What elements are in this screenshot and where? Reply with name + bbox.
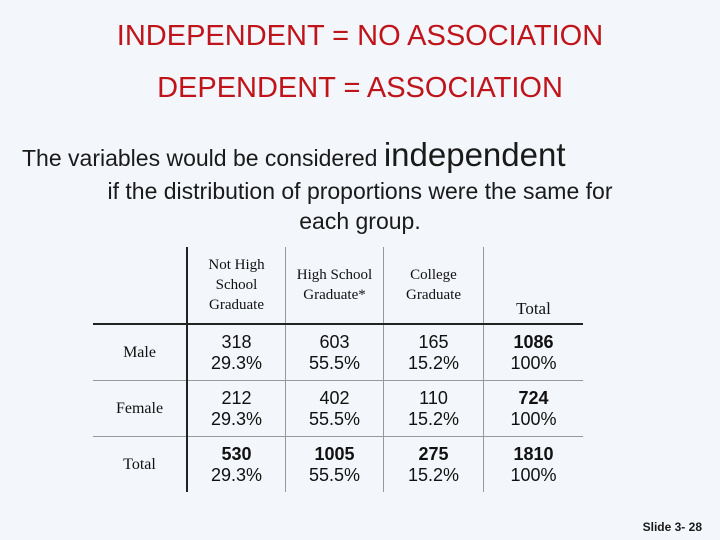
table-cell: 110 15.2% [383,380,484,437]
table-cell: 165 15.2% [383,324,484,381]
cell-count: 165 [418,331,449,352]
cell-count: 603 [319,331,350,352]
table-cell: 1810 100% [484,437,584,493]
column-header: High School Graduate* [285,247,384,325]
cell-percent: 29.3% [210,408,263,429]
contingency-table: Not High School Graduate High School Gra… [93,247,583,492]
cell-count: 1005 [314,443,355,464]
column-header-total: Total [483,247,583,325]
cell-percent: 55.5% [308,408,361,429]
cell-percent: 15.2% [407,464,460,485]
table-cell: 724 100% [483,380,583,437]
cell-count: 724 [518,387,549,408]
cell-count: 402 [319,387,350,408]
column-header: College Graduate [383,247,484,325]
table-cell: 603 55.5% [285,324,384,381]
table-cell: 1086 100% [483,324,583,381]
cell-count: 212 [221,387,252,408]
cell-count: 530 [221,443,252,464]
row-label: Total [93,436,188,492]
cell-percent: 100% [510,408,557,429]
slide-number: Slide 3- 28 [642,520,702,534]
cell-percent: 100% [510,464,557,485]
cell-count: 110 [419,387,448,408]
cell-percent: 15.2% [407,408,460,429]
table-cell: 212 29.3% [187,380,286,437]
column-header: Not High School Graduate [187,247,286,325]
body-line-1-emphasis: independent [383,136,566,173]
table-row: Male 318 29.3% 603 55.5% 165 15.2% 1086 100% [93,324,583,381]
table-header-row: Not High School Graduate High School Gra… [93,247,583,325]
table-cell: 318 29.3% [187,324,286,381]
cell-percent: 15.2% [407,352,460,373]
table-cell: 1005 55.5% [285,436,384,492]
cell-count: 1810 [513,443,554,464]
body-line-1: The variables would be considered indepe… [22,136,566,174]
table-cell: 275 15.2% [383,436,484,492]
cell-count: 318 [221,331,252,352]
cell-percent: 100% [510,352,557,373]
body-line-3: each group. [299,208,421,234]
cell-percent: 29.3% [210,352,263,373]
row-label: Female [93,380,188,437]
cell-count: 1086 [513,331,554,352]
cell-percent: 55.5% [308,352,361,373]
table-cell: 402 55.5% [285,380,384,437]
cell-count: 275 [418,443,449,464]
title-line-1: INDEPENDENT = NO ASSOCIATION [116,20,604,52]
table-cell: 530 29.3% [187,436,286,492]
cell-percent: 29.3% [210,464,263,485]
row-label: Male [93,324,188,381]
body-line-1-text: The variables would be considered [22,145,384,171]
body-line-2: if the distribution of proportions were … [107,178,613,204]
table-row: Total 530 29.3% 1005 55.5% 275 15.2% 1810 10… [93,436,584,493]
table-row: Female 212 29.3% 402 55.5% 110 15.2% 724 100… [93,380,583,437]
table-corner [93,247,188,325]
cell-percent: 55.5% [308,464,361,485]
title-line-2: DEPENDENT = ASSOCIATION [157,72,563,104]
